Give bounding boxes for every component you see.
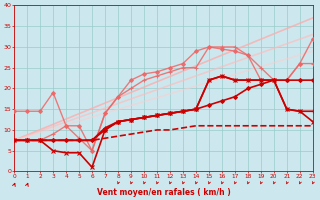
X-axis label: Vent moyen/en rafales ( km/h ): Vent moyen/en rafales ( km/h ) (97, 188, 230, 197)
